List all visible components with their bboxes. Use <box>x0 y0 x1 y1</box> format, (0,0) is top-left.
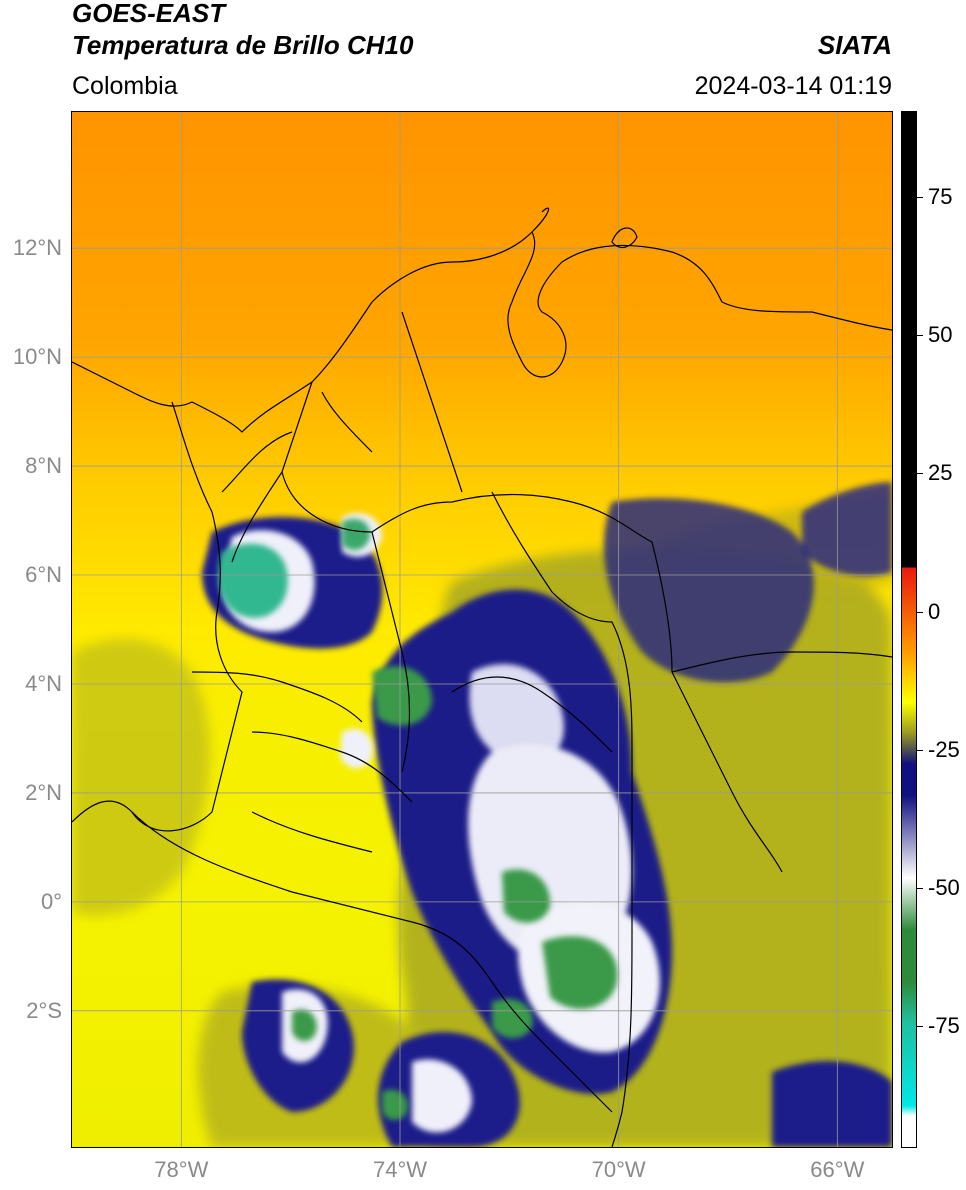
coastlines-borders <box>72 207 892 1147</box>
lat-label-4N: 4°N <box>25 670 62 696</box>
lon-label-66W: 66°W <box>810 1157 865 1182</box>
colorbar-tick <box>917 1026 923 1028</box>
colorbar-label-minus50: -50 <box>928 875 960 901</box>
organization-label: SIATA <box>817 30 892 60</box>
colorbar-label-50: 50 <box>928 321 953 347</box>
satellite-title: GOES-EAST <box>72 0 226 28</box>
lon-label-78W: 78°W <box>154 1157 209 1182</box>
colorbar-tick <box>917 888 923 890</box>
product-title: Temperatura de Brillo CH10 <box>72 30 414 60</box>
colorbar-tick <box>917 749 923 751</box>
satellite-map[interactable] <box>71 111 893 1148</box>
colorbar-tick <box>917 334 923 336</box>
colorbar-label-25: 25 <box>928 460 953 486</box>
lon-label-74W: 74°W <box>372 1157 428 1182</box>
colorbar-tick <box>917 196 923 198</box>
lat-label-10N: 10°N <box>12 344 62 370</box>
lat-label-2S: 2°S <box>26 997 62 1023</box>
datetime-label: 2024-03-14 01:19 <box>694 72 892 100</box>
lat-label-12N: 12°N <box>12 235 62 261</box>
lat-label-2N: 2°N <box>25 779 62 805</box>
lon-label-70W: 70°W <box>591 1157 646 1182</box>
coldest-cores <box>218 518 618 1121</box>
colorbar-label-minus75: -75 <box>928 1013 960 1039</box>
colorbar-label-minus25: -25 <box>928 736 960 762</box>
lat-label-0: 0° <box>40 888 62 914</box>
gridlines <box>72 112 892 1147</box>
lat-label-6N: 6°N <box>25 562 62 588</box>
colorbar-label-75: 75 <box>928 183 953 209</box>
lat-label-8N: 8°N <box>25 453 62 479</box>
colorbar <box>901 111 917 1148</box>
colorbar-tick <box>917 611 923 613</box>
colorbar-label-0: 0 <box>928 598 941 624</box>
region-label: Colombia <box>72 72 178 100</box>
colorbar-tick <box>917 473 923 475</box>
